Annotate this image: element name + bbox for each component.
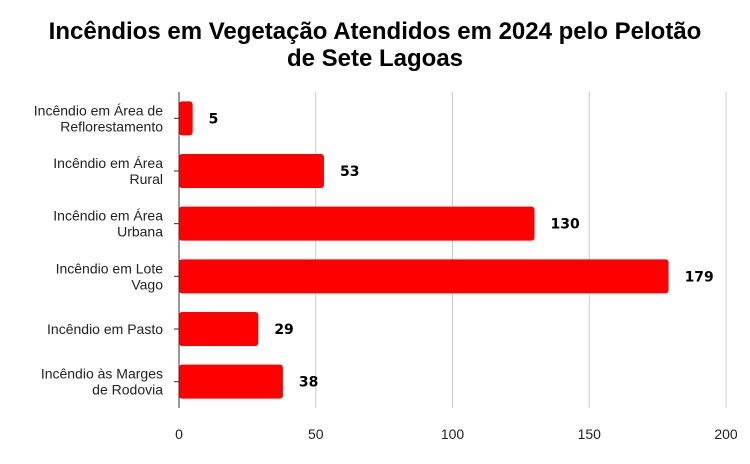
bar (179, 154, 324, 188)
chart-title-line-2: de Sete Lagoas (286, 45, 464, 72)
data-label: 179 (685, 269, 714, 285)
category-label: Incêndio às Marges de Rodovia (41, 366, 163, 398)
data-label: 130 (551, 217, 580, 233)
category-label: Incêndio em Lote Vago (56, 260, 164, 292)
category-label: Incêndio em Área Rural (53, 155, 163, 187)
category-label: Incêndio em Área Urbana (53, 208, 163, 240)
data-labels: 5 53 130 179 29 38 (209, 111, 714, 390)
y-axis (174, 92, 180, 408)
category-labels: Incêndio em Área de Reflorestamento Incênd… (34, 102, 163, 397)
data-label: 5 (209, 111, 219, 127)
bar (179, 206, 535, 241)
data-label: 53 (340, 164, 359, 180)
category-label: Incêndio em Pasto (47, 321, 163, 337)
x-tick-label: 150 (578, 426, 602, 442)
data-label: 38 (299, 375, 318, 391)
x-tick-label: 50 (308, 426, 324, 442)
x-tick-label: 0 (175, 426, 183, 442)
bar (179, 364, 283, 399)
bar (179, 101, 193, 136)
x-tick-labels: 0 50 100 150 200 (175, 426, 738, 442)
category-label: Incêndio em Área de Reflorestamento (34, 102, 163, 134)
bars (179, 101, 669, 399)
grid-lines (315, 92, 727, 408)
bar (179, 259, 669, 294)
bar (179, 312, 259, 346)
chart-title: Incêndios em Vegetação Atendidos em 2024… (0, 18, 750, 72)
x-tick-label: 200 (714, 426, 738, 442)
chart-title-line-1: Incêndios em Vegetação Atendidos em 2024… (48, 18, 702, 45)
data-label: 29 (274, 322, 293, 338)
x-tick-label: 100 (441, 426, 465, 442)
